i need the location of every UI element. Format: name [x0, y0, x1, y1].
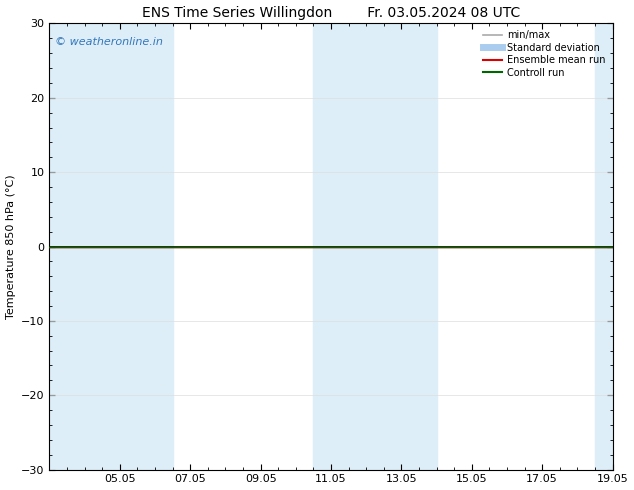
Bar	[595, 24, 612, 469]
Y-axis label: Temperature 850 hPa (°C): Temperature 850 hPa (°C)	[6, 174, 16, 319]
Bar	[49, 24, 172, 469]
Text: © weatheronline.in: © weatheronline.in	[55, 37, 163, 47]
Bar	[313, 24, 437, 469]
Legend: min/max, Standard deviation, Ensemble mean run, Controll run: min/max, Standard deviation, Ensemble me…	[481, 28, 608, 79]
Title: ENS Time Series Willingdon        Fr. 03.05.2024 08 UTC: ENS Time Series Willingdon Fr. 03.05.202…	[142, 5, 520, 20]
